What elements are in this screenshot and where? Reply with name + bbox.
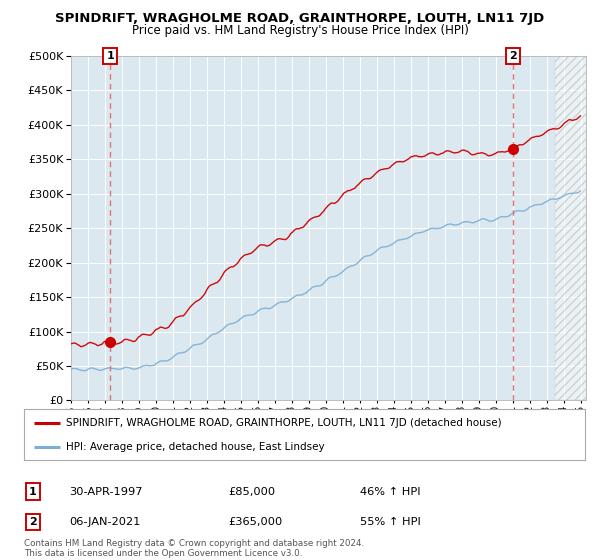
- Text: 1: 1: [107, 51, 114, 61]
- Text: £365,000: £365,000: [228, 517, 282, 527]
- Text: SPINDRIFT, WRAGHOLME ROAD, GRAINTHORPE, LOUTH, LN11 7JD: SPINDRIFT, WRAGHOLME ROAD, GRAINTHORPE, …: [55, 12, 545, 25]
- Text: Price paid vs. HM Land Registry's House Price Index (HPI): Price paid vs. HM Land Registry's House …: [131, 24, 469, 36]
- Text: 55% ↑ HPI: 55% ↑ HPI: [360, 517, 421, 527]
- Text: 30-APR-1997: 30-APR-1997: [69, 487, 143, 497]
- Bar: [555, 56, 600, 400]
- Text: 46% ↑ HPI: 46% ↑ HPI: [360, 487, 421, 497]
- Text: 2: 2: [509, 51, 517, 61]
- Text: 2: 2: [29, 517, 37, 527]
- Text: 06-JAN-2021: 06-JAN-2021: [69, 517, 140, 527]
- Text: SPINDRIFT, WRAGHOLME ROAD, GRAINTHORPE, LOUTH, LN11 7JD (detached house): SPINDRIFT, WRAGHOLME ROAD, GRAINTHORPE, …: [66, 418, 502, 428]
- Text: Contains HM Land Registry data © Crown copyright and database right 2024.
This d: Contains HM Land Registry data © Crown c…: [24, 539, 364, 558]
- Text: HPI: Average price, detached house, East Lindsey: HPI: Average price, detached house, East…: [66, 442, 325, 452]
- Text: 1: 1: [29, 487, 37, 497]
- Text: £85,000: £85,000: [228, 487, 275, 497]
